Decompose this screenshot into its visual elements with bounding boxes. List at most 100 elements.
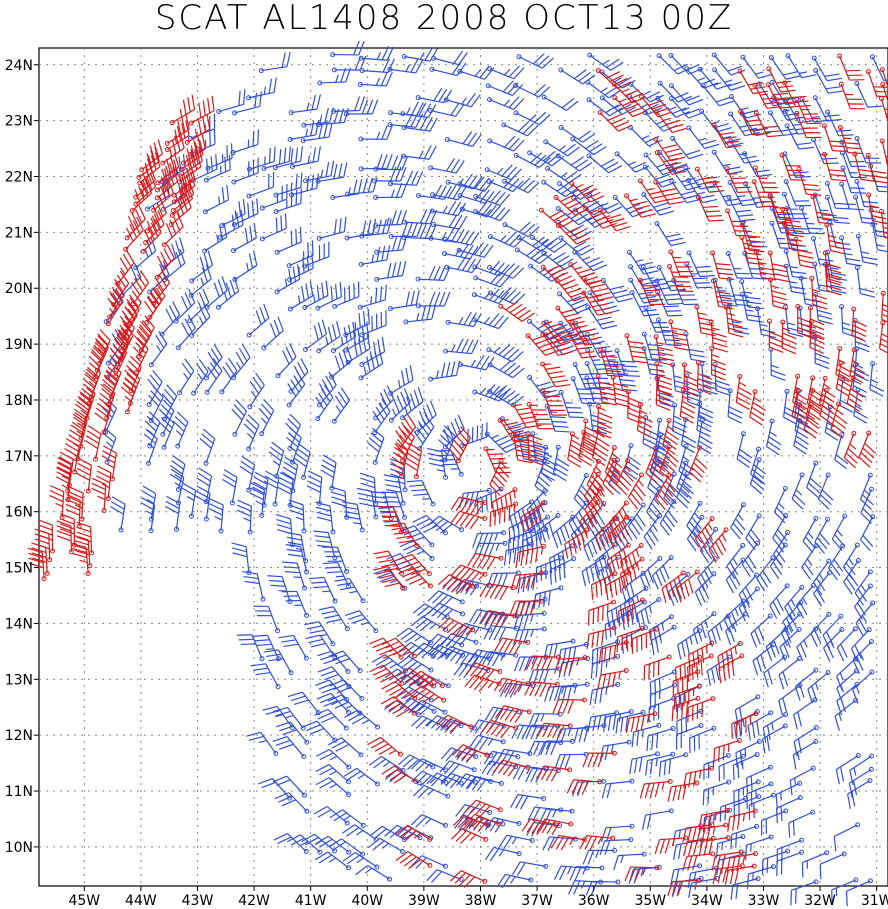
- wind-barb: [205, 143, 233, 171]
- wind-barb: [860, 486, 875, 525]
- wind-barb: [595, 403, 613, 439]
- wind-barb: [427, 644, 466, 660]
- wind-barb: [219, 357, 238, 395]
- wind-barb: [359, 336, 386, 367]
- wind-barb: [483, 446, 511, 474]
- wind-barb: [792, 373, 808, 411]
- wind-barb: [585, 79, 622, 99]
- wind-barb: [750, 446, 766, 484]
- wind-barb: [794, 402, 810, 439]
- wind-barb: [358, 46, 395, 61]
- wind-barb: [309, 576, 338, 604]
- wind-barb: [710, 250, 735, 281]
- wind-barb: [813, 67, 844, 94]
- lon-tick-label: 44W: [125, 893, 157, 909]
- wind-barb: [614, 151, 650, 173]
- wind-barb: [756, 555, 776, 592]
- wind-barb: [430, 214, 468, 230]
- wind-barb: [788, 809, 816, 838]
- wind-barb: [653, 179, 685, 205]
- wind-barb: [487, 360, 525, 379]
- wind-barb: [801, 850, 830, 878]
- wind-barb: [681, 362, 699, 397]
- wind-barb: [728, 138, 760, 164]
- wind-barb: [275, 343, 297, 379]
- wind-barb: [639, 556, 663, 591]
- wind-barb: [858, 430, 877, 468]
- wind-barb: [813, 570, 832, 607]
- wind-barb: [400, 145, 437, 160]
- wind-barb: [231, 157, 259, 185]
- wind-barb: [791, 387, 809, 425]
- wind-barb: [188, 264, 212, 298]
- wind-barb: [601, 778, 635, 799]
- wind-barb: [763, 654, 787, 688]
- wind-barb: [288, 94, 321, 116]
- wind-barb: [880, 290, 888, 323]
- wind-barb: [541, 250, 578, 271]
- wind-barb: [740, 54, 774, 79]
- wind-barb: [544, 682, 578, 702]
- wind-barb: [467, 775, 504, 792]
- wind-barb: [702, 779, 732, 806]
- wind-barb: [441, 632, 479, 649]
- wind-barb: [246, 146, 276, 172]
- wind-barb: [817, 472, 834, 510]
- wind-barb: [437, 617, 476, 638]
- wind-barb: [372, 398, 391, 436]
- lat-tick-label: 23N: [5, 114, 33, 130]
- wind-barb: [767, 194, 793, 224]
- wind-barb: [712, 67, 746, 91]
- wind-barb: [621, 570, 646, 604]
- wind-barb: [710, 278, 734, 310]
- wind-barb: [585, 347, 614, 375]
- wind-barb: [345, 333, 371, 365]
- wind-barb: [358, 125, 393, 142]
- wind-barb: [216, 89, 246, 115]
- wind-barb: [698, 807, 730, 830]
- wind-barb: [689, 445, 707, 483]
- wind-barb: [830, 401, 848, 439]
- wind-barb: [686, 250, 715, 278]
- wind-barb: [679, 387, 696, 424]
- wind-barb: [450, 510, 488, 530]
- wind-barb: [727, 179, 758, 207]
- wind-barb: [694, 571, 717, 607]
- lat-tick-label: 20N: [5, 281, 33, 297]
- wind-barb: [188, 95, 215, 126]
- wind-barb: [358, 245, 391, 267]
- wind-barb: [663, 471, 681, 509]
- wind-barb: [511, 402, 542, 429]
- wind-barb: [161, 384, 178, 422]
- wind-barb: [818, 375, 836, 413]
- wind-barb: [285, 413, 302, 451]
- wind-barb: [222, 469, 238, 506]
- wind-barb: [824, 222, 846, 255]
- wind-barb: [837, 53, 865, 81]
- wind-barb: [151, 269, 171, 306]
- wind-barb: [668, 319, 690, 351]
- wind-barb: [443, 93, 481, 108]
- wind-barb: [445, 311, 482, 328]
- wind-barb: [555, 153, 593, 172]
- wind-barb: [27, 547, 47, 582]
- wind-barb: [289, 173, 319, 198]
- wind-barb: [435, 449, 464, 477]
- lat-tick-label: 22N: [5, 169, 33, 185]
- wind-barb: [768, 55, 801, 80]
- wind-barb: [164, 120, 190, 153]
- lon-tick-label: 40W: [351, 893, 383, 909]
- wind-barb: [631, 722, 662, 747]
- wind-barb: [159, 301, 181, 337]
- wind-barb: [717, 640, 743, 672]
- wind-barb: [586, 458, 605, 497]
- wind-barb: [473, 190, 511, 206]
- wind-barb: [568, 500, 589, 537]
- wind-barb: [702, 807, 733, 833]
- wind-barb: [831, 513, 848, 551]
- wind-barb: [544, 403, 570, 433]
- wind-barb: [287, 280, 314, 312]
- wind-barb: [541, 320, 575, 345]
- wind-barb: [671, 695, 701, 722]
